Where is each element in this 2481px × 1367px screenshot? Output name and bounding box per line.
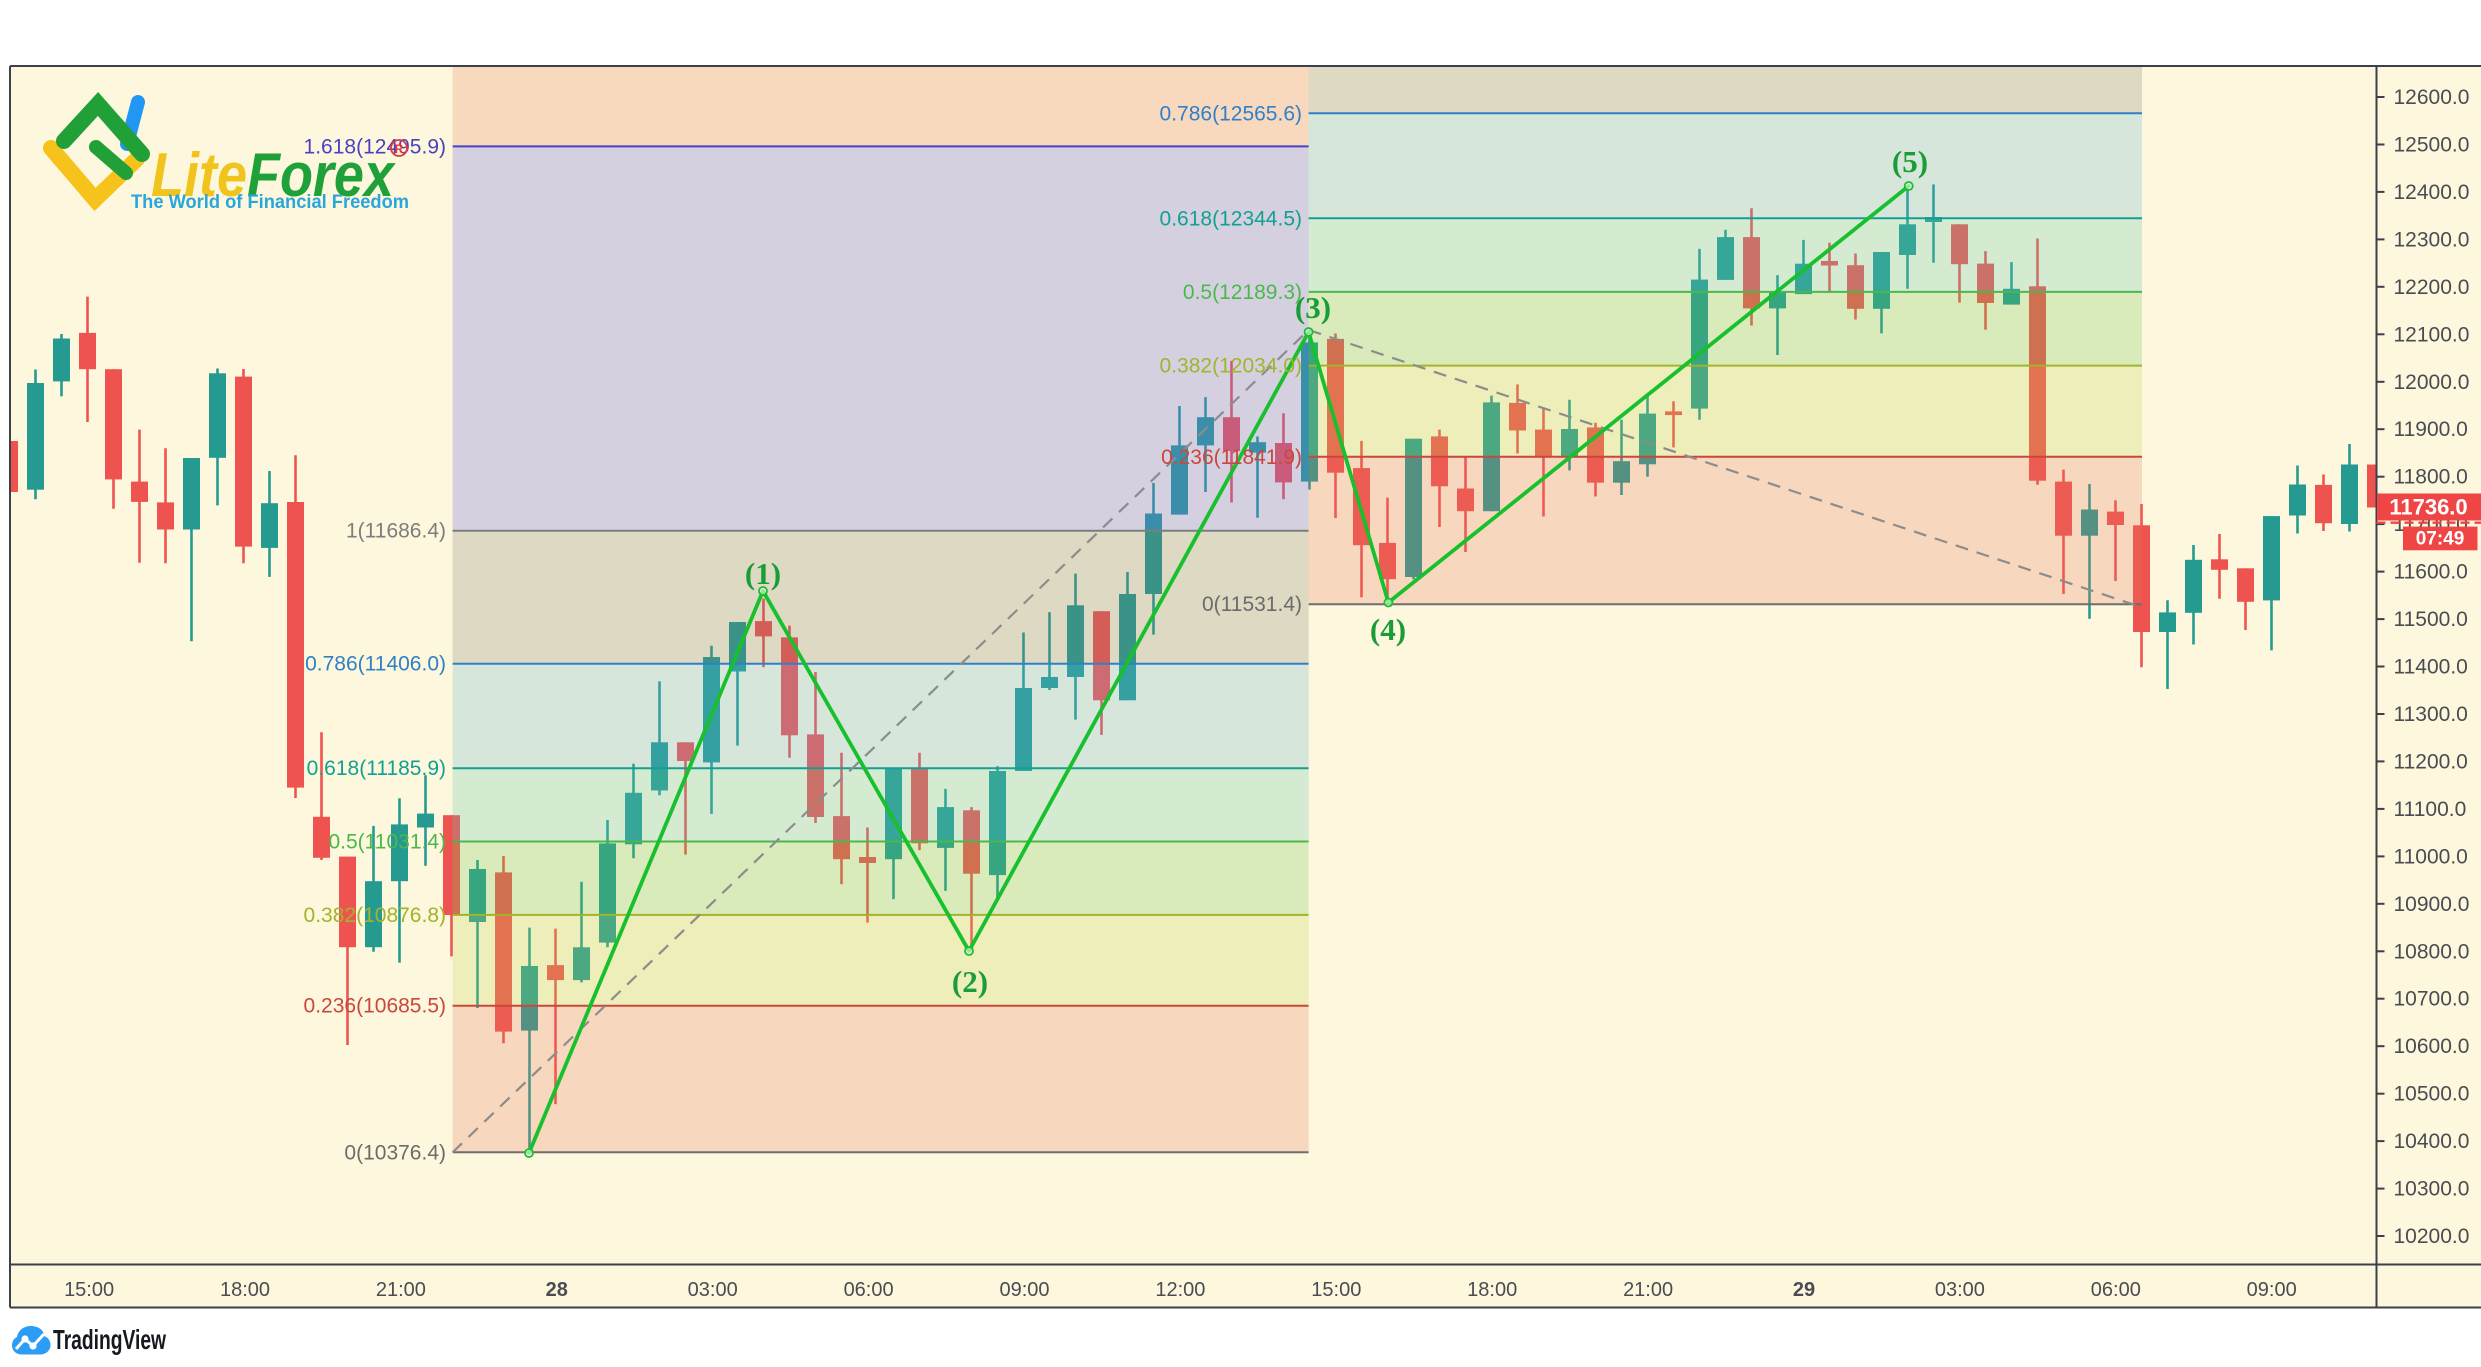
svg-text:12400.0: 12400.0 (2394, 181, 2470, 204)
svg-text:15:00: 15:00 (64, 1279, 114, 1301)
svg-text:10500.0: 10500.0 (2394, 1083, 2470, 1106)
svg-text:18:00: 18:00 (1467, 1279, 1517, 1301)
svg-text:12100.0: 12100.0 (2394, 323, 2470, 346)
svg-text:10700.0: 10700.0 (2394, 988, 2470, 1011)
svg-text:29: 29 (1793, 1279, 1815, 1301)
svg-text:21:00: 21:00 (1623, 1279, 1673, 1301)
svg-text:09:00: 09:00 (999, 1279, 1049, 1301)
svg-text:21:00: 21:00 (376, 1279, 426, 1301)
svg-text:11100.0: 11100.0 (2394, 798, 2467, 821)
svg-text:11500.0: 11500.0 (2394, 608, 2468, 631)
svg-text:(1): (1) (745, 556, 781, 591)
svg-text:R: R (395, 142, 404, 156)
svg-text:LiteForex: LiteForex (151, 141, 396, 210)
svg-text:10800.0: 10800.0 (2394, 940, 2470, 963)
svg-text:0.5(12189.3): 0.5(12189.3) (1183, 281, 1302, 304)
svg-text:(2): (2) (952, 964, 988, 999)
svg-text:0.382(12034.0): 0.382(12034.0) (1160, 355, 1302, 378)
svg-text:12300.0: 12300.0 (2394, 228, 2470, 251)
svg-text:11300.0: 11300.0 (2394, 703, 2468, 726)
svg-text:11736.0: 11736.0 (2389, 495, 2467, 520)
svg-text:11800.0: 11800.0 (2394, 466, 2468, 489)
svg-text:10200.0: 10200.0 (2394, 1225, 2470, 1248)
svg-text:0.618(11185.9): 0.618(11185.9) (307, 757, 446, 780)
svg-text:28: 28 (546, 1279, 568, 1301)
svg-text:06:00: 06:00 (2091, 1279, 2141, 1301)
svg-text:12500.0: 12500.0 (2394, 134, 2470, 157)
svg-text:03:00: 03:00 (688, 1279, 738, 1301)
svg-text:11200.0: 11200.0 (2394, 750, 2468, 773)
svg-text:0(10376.4): 0(10376.4) (344, 1141, 446, 1164)
svg-text:12000.0: 12000.0 (2394, 371, 2470, 394)
svg-text:07:49: 07:49 (2416, 529, 2465, 550)
svg-text:10600.0: 10600.0 (2394, 1035, 2470, 1058)
svg-text:0.786(11406.0): 0.786(11406.0) (305, 653, 446, 676)
svg-text:0.236(11841.9): 0.236(11841.9) (1161, 446, 1302, 469)
svg-text:0.236(10685.5): 0.236(10685.5) (304, 995, 446, 1018)
svg-text:0(11531.4): 0(11531.4) (1202, 593, 1302, 616)
svg-text:12:00: 12:00 (1155, 1279, 1205, 1301)
svg-text:11900.0: 11900.0 (2394, 418, 2468, 441)
svg-text:10900.0: 10900.0 (2394, 893, 2470, 916)
svg-text:0.618(12344.5): 0.618(12344.5) (1160, 207, 1302, 230)
svg-text:1(11686.4): 1(11686.4) (346, 520, 446, 543)
svg-text:(4): (4) (1370, 612, 1406, 647)
svg-text:(5): (5) (1892, 144, 1928, 179)
svg-text:1.618(12495.9): 1.618(12495.9) (304, 135, 446, 158)
svg-text:11000.0: 11000.0 (2394, 845, 2468, 868)
svg-text:15:00: 15:00 (1311, 1279, 1361, 1301)
svg-text:12200.0: 12200.0 (2394, 276, 2470, 299)
svg-text:10300.0: 10300.0 (2394, 1178, 2470, 1201)
svg-text:03:00: 03:00 (1935, 1279, 1985, 1301)
svg-text:0.382(10876.8): 0.382(10876.8) (304, 904, 446, 927)
svg-text:TradingView: TradingView (53, 1324, 166, 1355)
svg-text:12600.0: 12600.0 (2394, 86, 2470, 109)
svg-text:18:00: 18:00 (220, 1279, 270, 1301)
svg-text:(3): (3) (1295, 290, 1331, 325)
svg-text:0.786(12565.6): 0.786(12565.6) (1160, 102, 1302, 125)
svg-text:The World of Financial Freedom: The World of Financial Freedom (131, 191, 409, 213)
svg-text:0.5(11031.4): 0.5(11031.4) (328, 831, 446, 854)
svg-text:10400.0: 10400.0 (2394, 1130, 2470, 1153)
svg-text:09:00: 09:00 (2247, 1279, 2297, 1301)
svg-text:11400.0: 11400.0 (2394, 656, 2468, 679)
svg-text:11600.0: 11600.0 (2394, 561, 2468, 584)
svg-text:06:00: 06:00 (844, 1279, 894, 1301)
